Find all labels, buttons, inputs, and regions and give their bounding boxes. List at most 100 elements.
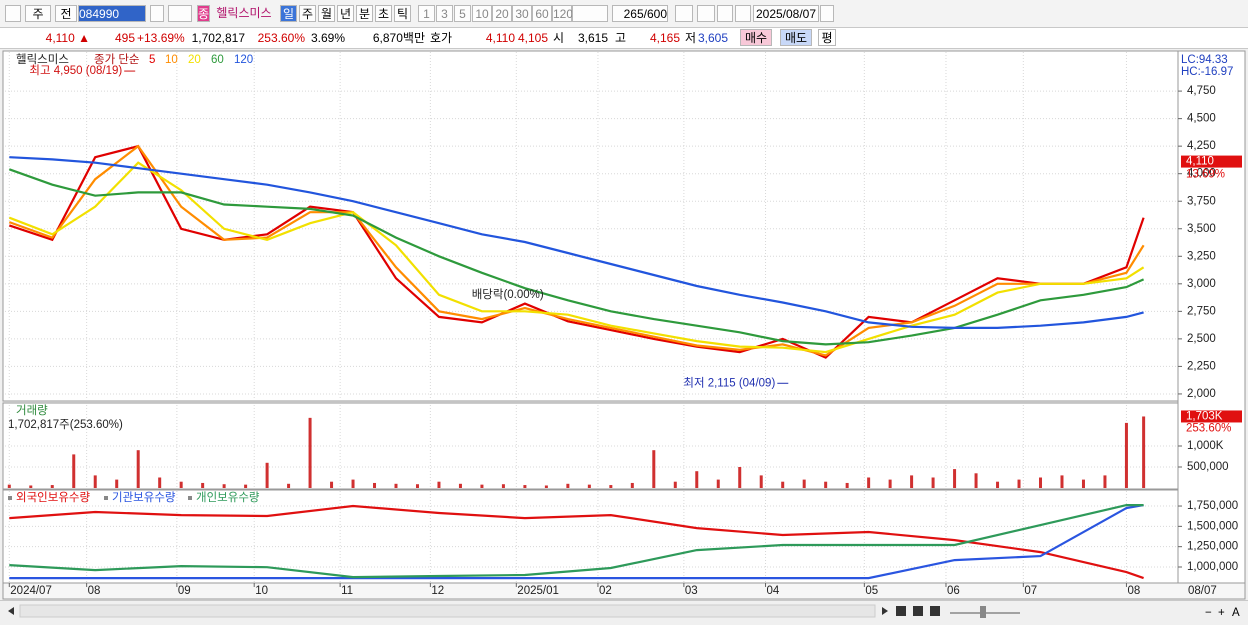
y-tick-label: 2,750 — [1187, 305, 1216, 317]
volume-bar — [630, 482, 634, 488]
toolbar-button[interactable]: 틱 — [394, 5, 411, 22]
toolbar-icon[interactable] — [168, 5, 192, 22]
volume-bar — [996, 481, 1000, 488]
x-tick-label: 06 — [947, 585, 960, 597]
toolbar-button[interactable]: 120 — [552, 5, 574, 22]
toolbar-icon[interactable] — [5, 5, 21, 22]
y-tick-label: 3,500 — [1187, 223, 1216, 235]
volume-bar — [373, 482, 377, 488]
scroll-controls: − + A — [8, 604, 1240, 619]
legend-swatch — [8, 496, 12, 500]
series-line — [8, 144, 1145, 359]
y-tick-label: 2,500 — [1187, 333, 1216, 345]
quote-field: 495 — [114, 31, 135, 45]
volume-bar — [845, 482, 849, 488]
scroll-track[interactable] — [19, 604, 876, 618]
forward[interactable] — [930, 606, 940, 616]
zoom-in[interactable]: + — [1218, 607, 1225, 619]
toolbar-button[interactable]: 60 — [532, 5, 552, 22]
series-line — [8, 168, 1145, 346]
volume-bar — [1081, 479, 1085, 488]
toolbar-button[interactable]: 초 — [375, 5, 392, 22]
quote-field: 3.69% — [310, 31, 345, 45]
legend-entry: 기관보유수량 — [112, 491, 176, 504]
x-tick-label: 2025/01 — [517, 585, 559, 597]
toolbar-icon[interactable] — [717, 5, 733, 22]
volume-bar — [673, 481, 677, 488]
x-tick-label: 12 — [431, 585, 444, 597]
toolbar-icon[interactable] — [820, 5, 834, 22]
scroll-left[interactable] — [8, 607, 14, 615]
quote-button[interactable]: 매수 — [740, 29, 772, 46]
volume-bar — [1142, 416, 1146, 488]
x-tick-label: 07 — [1024, 585, 1037, 597]
toolbar-button[interactable]: 일 — [280, 5, 297, 22]
toolbar-button[interactable]: 년 — [337, 5, 354, 22]
legend-entry: 20 — [188, 54, 201, 66]
toolbar-icon[interactable] — [697, 5, 715, 22]
zoom-out[interactable]: − — [1205, 607, 1212, 619]
annotation: 최고 4,950 (08/19) — [29, 64, 122, 77]
last-price: 4,110 — [1186, 156, 1214, 168]
volume-bar — [523, 485, 527, 488]
chart-area: 2,000 2,250 2,500 2,750 3,000 3,250 3,500 3,750… — [2, 50, 1246, 600]
toolbar-icon[interactable] — [735, 5, 751, 22]
scrollbar[interactable]: − + A — [0, 600, 1248, 622]
legend-swatch — [104, 496, 108, 500]
stop[interactable] — [913, 606, 923, 616]
toolbar-button[interactable]: 주 — [299, 5, 316, 22]
quote-field: 저 — [684, 31, 696, 45]
toolbar-button[interactable]: 5 — [454, 5, 471, 22]
series-line — [8, 144, 1145, 357]
legend-entry: 5 — [149, 54, 155, 66]
font-size[interactable]: A — [1232, 607, 1240, 619]
volume-bar — [501, 484, 505, 488]
toolbar-button[interactable]: 084990 — [78, 5, 146, 22]
toolbar-button[interactable]: 종 — [197, 5, 210, 22]
toolbar-icon[interactable] — [150, 5, 164, 22]
volume-bar — [458, 483, 462, 488]
y-tick-label: 1,000K — [1187, 440, 1224, 452]
right-label: HC:-16.97 — [1181, 66, 1233, 78]
quote-button[interactable]: 매도 — [780, 29, 812, 46]
toolbar-button[interactable]: 주 — [25, 5, 51, 22]
y-tick-label: 3,000 — [1187, 278, 1216, 290]
y-tick-label: 4,250 — [1187, 140, 1216, 152]
toolbar-button[interactable]: 3 — [436, 5, 453, 22]
y-tick-label: 3,250 — [1187, 250, 1216, 262]
volume-bar — [351, 479, 355, 488]
toolbar-button[interactable]: 분 — [356, 5, 373, 22]
volume-bar — [1103, 475, 1107, 488]
volume-bar — [115, 479, 119, 488]
volume-bar — [1017, 479, 1021, 488]
toolbar-button[interactable]: 1 — [418, 5, 435, 22]
y-tick-label: 2,250 — [1187, 360, 1216, 372]
y-tick-label: 2,000 — [1187, 388, 1216, 400]
toolbar-button[interactable]: 20 — [492, 5, 512, 22]
toolbar-button[interactable]: 헬릭스미스 — [216, 6, 272, 20]
rewind[interactable] — [896, 606, 906, 616]
x-axis — [2, 582, 1246, 600]
toolbar-button[interactable]: 10 — [472, 5, 492, 22]
scroll-right[interactable] — [882, 607, 888, 615]
toolbar-button[interactable]: 전 — [55, 5, 77, 22]
volume-bar — [1124, 422, 1128, 488]
toolbar-button[interactable]: 2025/08/07 — [753, 5, 819, 22]
zoom-handle[interactable] — [980, 606, 986, 618]
series-line — [9, 504, 1144, 579]
quote-button[interactable]: 평 — [818, 29, 836, 46]
toolbar-button[interactable]: 30 — [512, 5, 532, 22]
series-line — [9, 504, 1144, 580]
last-price-box — [1181, 155, 1242, 168]
chart-subtitle: 1,702,817주(253.60%) — [8, 419, 123, 431]
x-tick-label: 04 — [767, 585, 780, 597]
legend-swatch — [188, 496, 192, 500]
toolbar-button[interactable]: 265/600 — [612, 5, 668, 22]
toolbar-icon[interactable] — [572, 5, 608, 22]
volume-bar — [50, 485, 54, 488]
y-tick-label: 4,750 — [1187, 85, 1216, 97]
volume-bar — [287, 483, 291, 488]
toolbar-button[interactable]: 월 — [318, 5, 335, 22]
chart-title: 헬릭스미스 — [16, 53, 69, 66]
toolbar-icon[interactable] — [675, 5, 693, 22]
